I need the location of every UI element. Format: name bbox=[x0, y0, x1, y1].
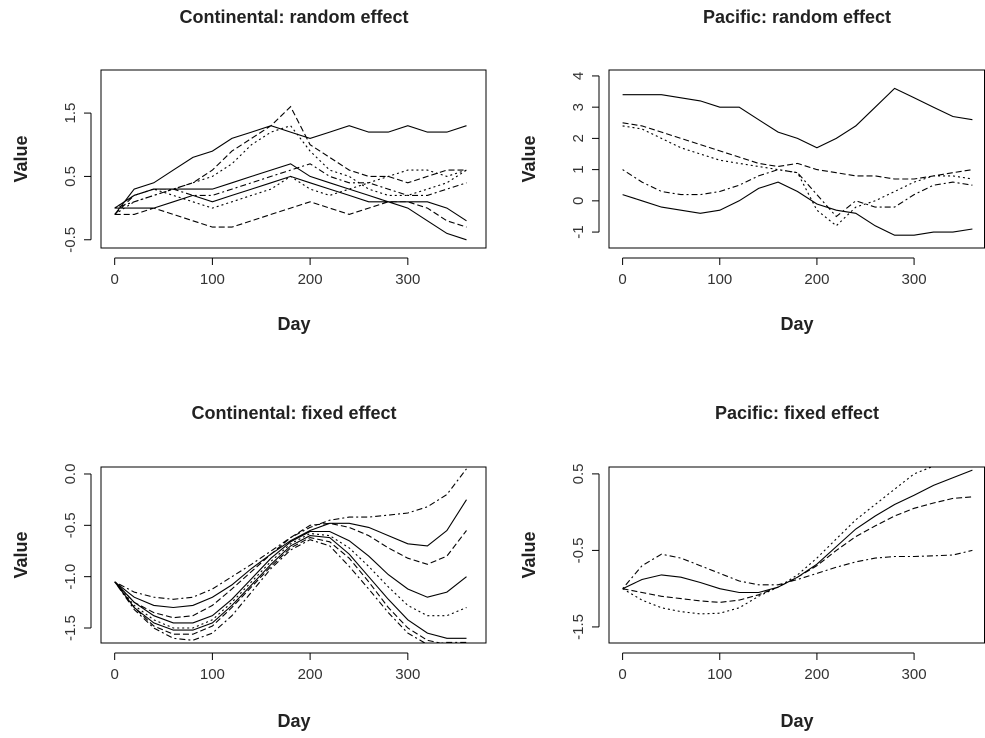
x-tick-label: 0 bbox=[111, 271, 119, 288]
x-tick-label: 300 bbox=[902, 666, 927, 683]
series-line bbox=[622, 469, 973, 594]
y-tick-label: 4 bbox=[570, 72, 587, 80]
series-line bbox=[114, 175, 467, 222]
x-tick-label: 200 bbox=[298, 271, 323, 288]
y-axis-label: Value bbox=[519, 531, 539, 578]
plot-frame bbox=[608, 69, 985, 249]
y-tick-label: 3 bbox=[570, 103, 587, 111]
y-tick-label: -0.5 bbox=[62, 227, 79, 253]
y-axis-label: Value bbox=[11, 531, 31, 578]
y-tick-label: 1.5 bbox=[62, 103, 79, 124]
x-tick-label: 200 bbox=[298, 666, 323, 683]
series-line bbox=[114, 537, 443, 643]
y-tick-label: 1 bbox=[570, 165, 587, 173]
series-line bbox=[114, 499, 467, 609]
x-axis-label: Day bbox=[780, 711, 813, 731]
y-tick-label: 0.5 bbox=[570, 463, 587, 484]
series-group bbox=[622, 467, 973, 615]
series-line bbox=[114, 535, 467, 639]
series-line bbox=[114, 532, 467, 629]
x-tick-label: 100 bbox=[707, 271, 732, 288]
series-group bbox=[114, 105, 467, 241]
x-tick-label: 0 bbox=[618, 666, 626, 683]
y-tick-label: -1 bbox=[570, 225, 587, 238]
plot-frame bbox=[100, 69, 487, 249]
x-axis-label: Day bbox=[780, 314, 813, 334]
y-tick-label: -0.5 bbox=[62, 512, 79, 538]
y-axis-label: Value bbox=[11, 135, 31, 182]
series-line bbox=[622, 181, 973, 236]
panel-title: Pacific: random effect bbox=[703, 7, 891, 27]
series-line bbox=[622, 467, 933, 615]
x-tick-label: 100 bbox=[707, 666, 732, 683]
series-line bbox=[622, 496, 973, 603]
series-line bbox=[114, 522, 467, 619]
series-line bbox=[114, 201, 467, 228]
y-axis-label: Value bbox=[519, 135, 539, 182]
x-axis-label: Day bbox=[277, 314, 310, 334]
x-tick-label: 300 bbox=[902, 271, 927, 288]
x-tick-label: 100 bbox=[200, 271, 225, 288]
series-line bbox=[622, 125, 973, 227]
panel-title: Continental: random effect bbox=[179, 7, 408, 27]
y-tick-label: -1.5 bbox=[62, 615, 79, 641]
series-line bbox=[622, 122, 973, 180]
x-axis-label: Day bbox=[277, 711, 310, 731]
y-tick-label: -0.5 bbox=[570, 537, 587, 563]
y-tick-label: 0.5 bbox=[62, 166, 79, 187]
series-line bbox=[114, 169, 467, 209]
x-tick-label: 0 bbox=[618, 271, 626, 288]
series-line bbox=[622, 87, 973, 149]
series-line bbox=[114, 105, 467, 215]
y-tick-label: 2 bbox=[570, 134, 587, 142]
series-line bbox=[114, 468, 467, 600]
series-line bbox=[622, 169, 973, 218]
x-tick-label: 100 bbox=[200, 666, 225, 683]
y-tick-label: 0.0 bbox=[62, 464, 79, 485]
plot-frame bbox=[100, 466, 487, 644]
series-line bbox=[622, 549, 973, 590]
y-tick-label: 0 bbox=[570, 197, 587, 205]
series-line bbox=[114, 163, 467, 209]
series-line bbox=[114, 530, 467, 624]
series-line bbox=[114, 539, 467, 643]
series-group bbox=[114, 468, 467, 643]
series-group bbox=[622, 87, 973, 236]
panel-title: Continental: fixed effect bbox=[191, 403, 396, 423]
panel-title: Pacific: fixed effect bbox=[715, 403, 879, 423]
y-tick-label: -1.0 bbox=[62, 564, 79, 590]
series-line bbox=[114, 125, 467, 215]
x-tick-label: 300 bbox=[395, 666, 420, 683]
x-tick-label: 300 bbox=[395, 271, 420, 288]
x-tick-label: 0 bbox=[111, 666, 119, 683]
x-tick-label: 200 bbox=[804, 666, 829, 683]
x-tick-label: 200 bbox=[804, 271, 829, 288]
y-tick-label: -1.5 bbox=[570, 614, 587, 640]
